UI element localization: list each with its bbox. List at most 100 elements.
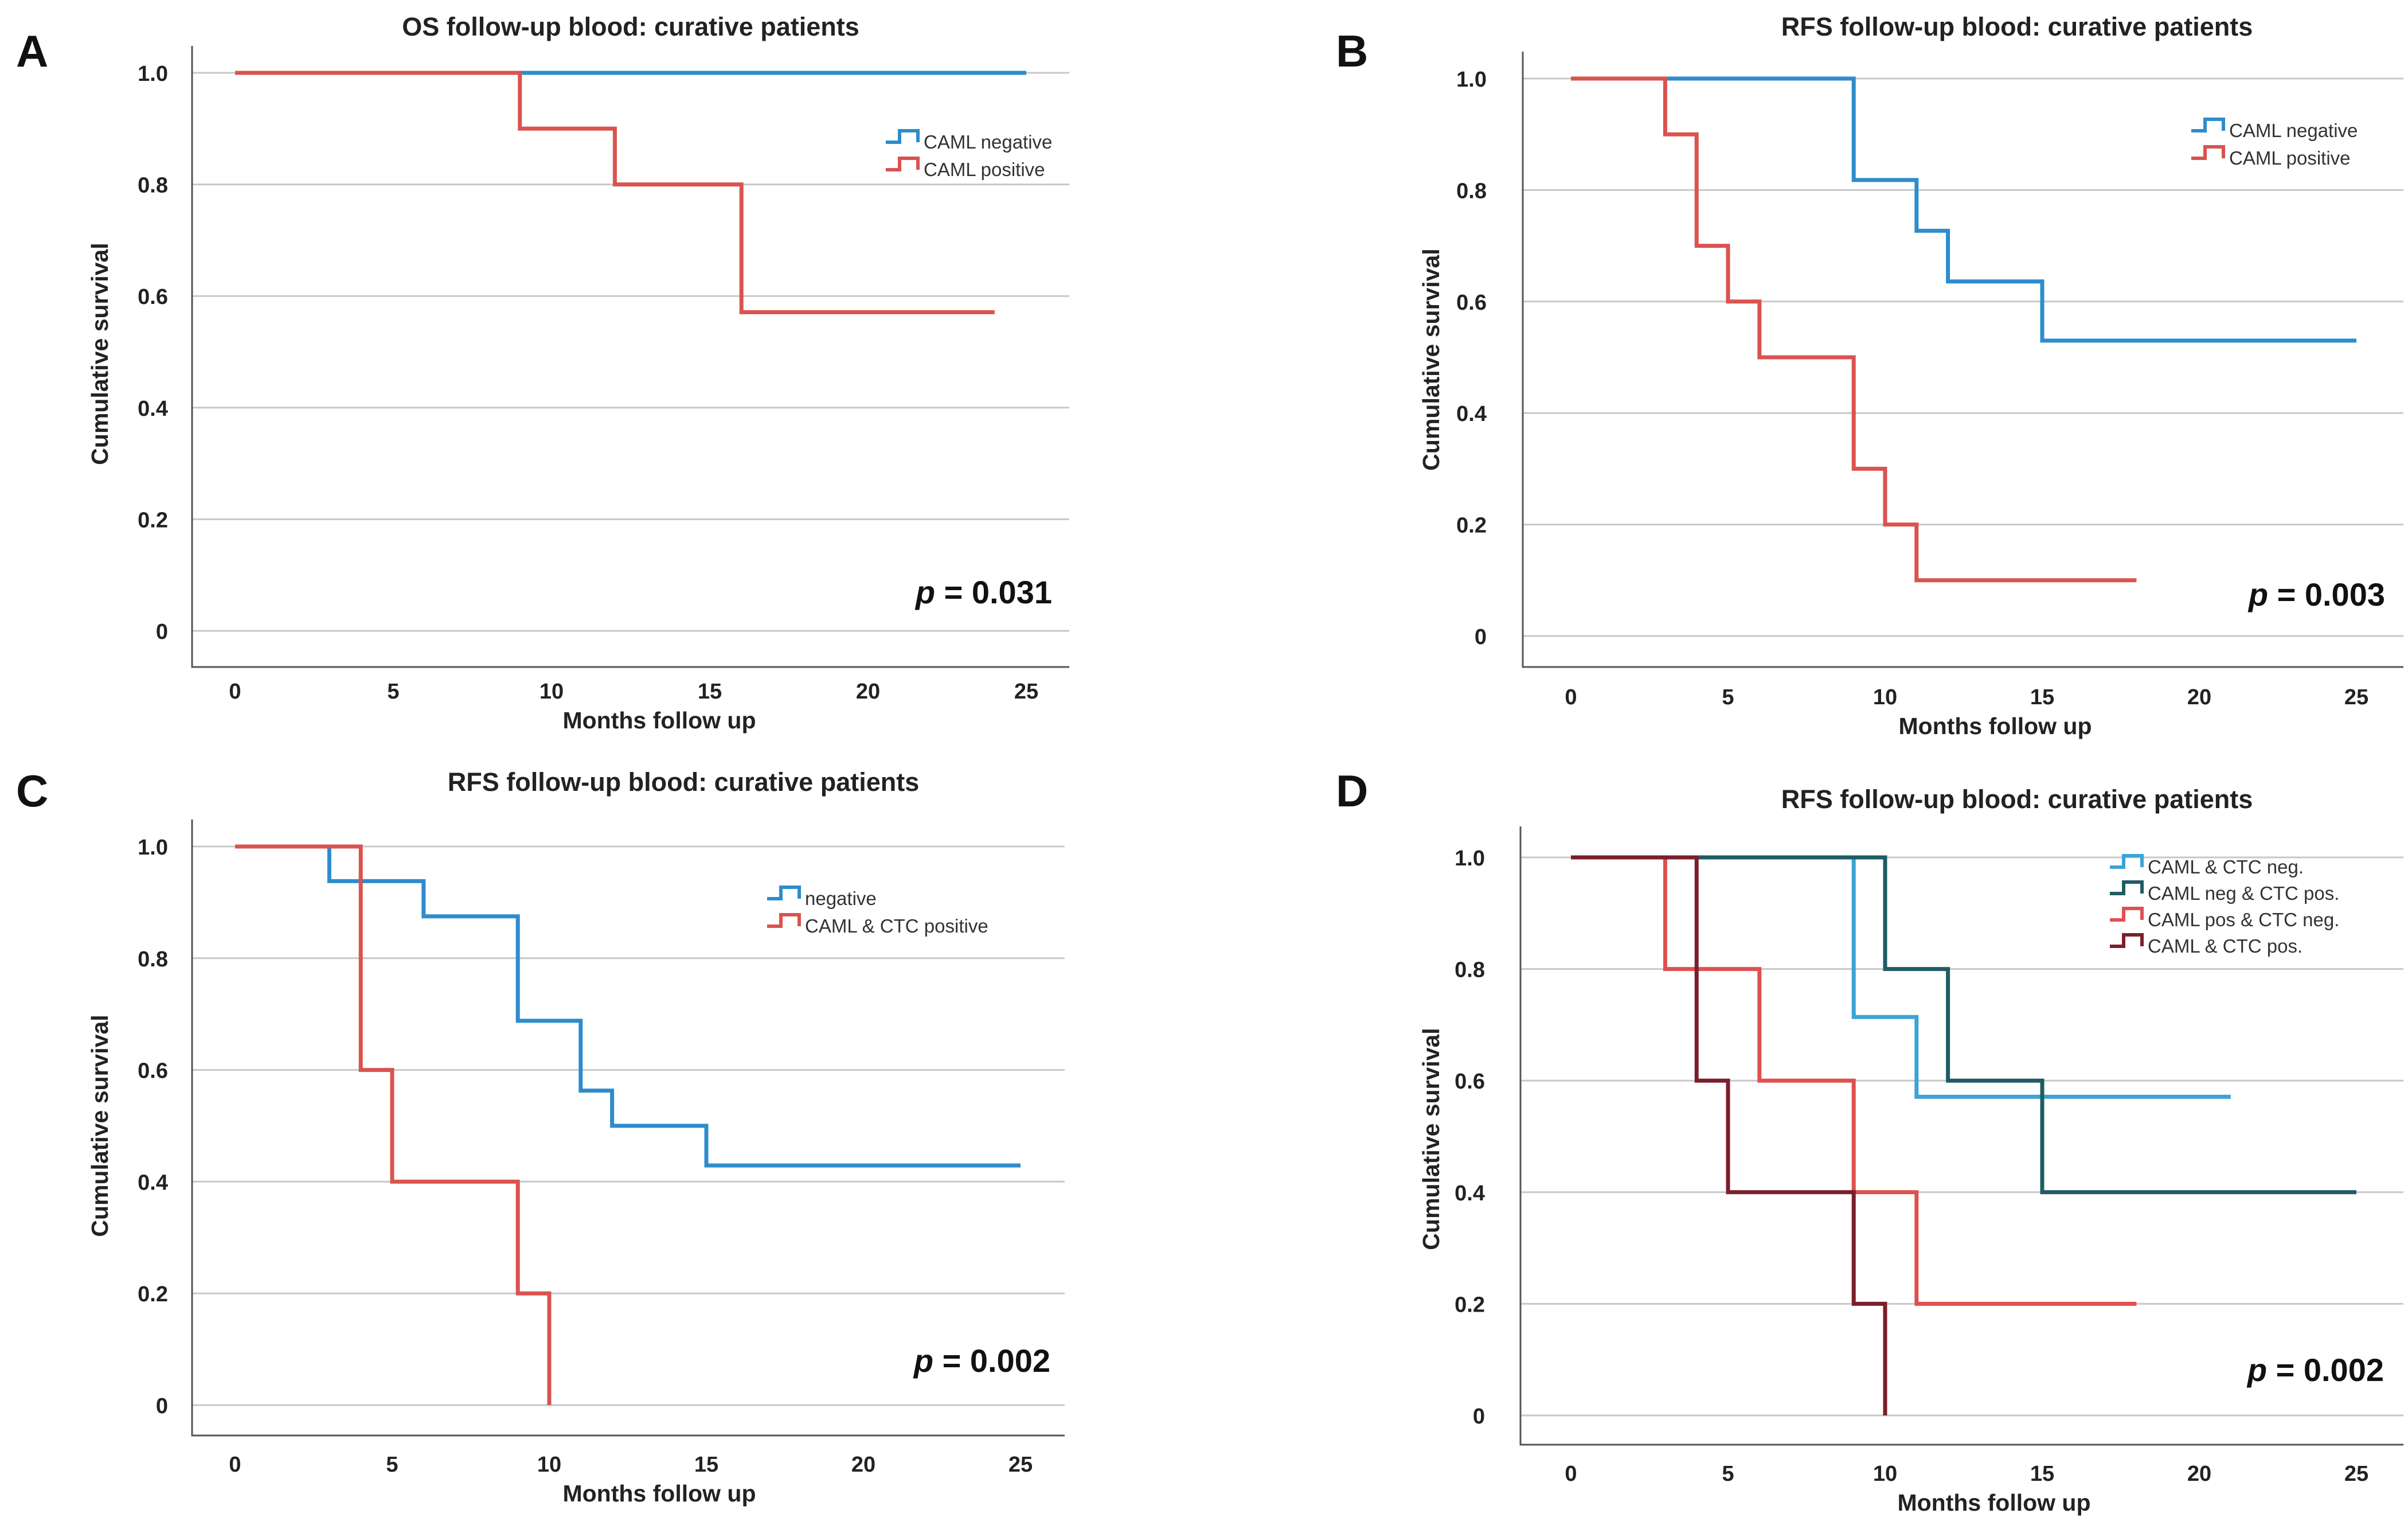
chart-title-c: RFS follow-up blood: curative patients — [448, 767, 920, 797]
panel-d: 0 0.2 0.4 0.6 0.8 1.0 0 5 10 15 20 25 CAML & CTC neg… — [1204, 766, 2408, 1532]
legend-swatch — [767, 913, 801, 928]
x-tick-label: 5 — [387, 680, 399, 704]
chart-title-b: RFS follow-up blood: curative patients — [1781, 12, 2253, 41]
legend-label: CAML & CTC neg. — [2148, 856, 2304, 877]
legend-swatch — [886, 157, 920, 171]
y-tick-label: 0.6 — [1456, 291, 1487, 315]
legend-label: negative — [805, 888, 877, 909]
x-tick-label: 25 — [1014, 680, 1038, 704]
legend-label: CAML & CTC positive — [805, 915, 988, 937]
x-tick-label: 25 — [2344, 1462, 2368, 1486]
survival-curve-1 — [235, 844, 1021, 1168]
x-tick-label: 20 — [2187, 685, 2211, 709]
panel-letter-a: A — [16, 26, 48, 76]
legend-swatch — [2110, 854, 2144, 869]
legend-swatch — [2110, 907, 2144, 922]
x-tick-label: 5 — [1722, 1462, 1734, 1486]
x-tick-label: 10 — [1873, 1462, 1897, 1486]
y-tick-label: 0.8 — [138, 174, 168, 198]
panel-letter-c: C — [16, 766, 48, 816]
legend-label: CAML negative — [2229, 120, 2358, 141]
axes — [1519, 826, 2403, 1446]
y-tick-label: 0.4 — [138, 397, 168, 421]
x-tick-label: 15 — [2030, 685, 2054, 709]
panel-letter-b: B — [1336, 26, 1368, 76]
x-tick-label: 25 — [1008, 1453, 1033, 1477]
x-tick-label: 15 — [694, 1453, 718, 1477]
x-axis-label-d: Months follow up — [1897, 1489, 2090, 1516]
p-value-d: p = 0.002 — [2246, 1352, 2384, 1388]
legend-swatch — [2191, 118, 2225, 132]
x-tick-label: 5 — [1722, 685, 1734, 709]
y-axis-label-d: Cumulative survival — [1418, 1028, 1444, 1250]
p-value-a: p = 0.031 — [914, 574, 1052, 610]
y-tick-label: 0.8 — [138, 947, 168, 972]
x-tick-label: 10 — [537, 1453, 561, 1477]
y-tick-label: 0.2 — [1455, 1293, 1485, 1317]
y-tick-label: 1.0 — [138, 62, 168, 86]
y-tick-label: 0.4 — [1455, 1181, 1485, 1206]
y-axis-label-c: Cumulative survival — [87, 1015, 113, 1236]
panel-b: 0 0.2 0.4 0.6 0.8 1.0 0 5 10 15 20 25 CAML negative C… — [1204, 0, 2408, 766]
y-tick-label: 0.4 — [1456, 402, 1487, 426]
x-axis-label-a: Months follow up — [562, 707, 756, 734]
x-tick-label: 0 — [229, 680, 241, 704]
panel-letter-d: D — [1336, 766, 1368, 816]
legend-label: CAML pos & CTC neg. — [2148, 909, 2339, 930]
y-tick-label: 0 — [1475, 625, 1487, 649]
x-axis-label-c: Months follow up — [562, 1480, 756, 1507]
x-tick-label: 10 — [540, 680, 564, 704]
y-tick-label: 0.6 — [1455, 1070, 1485, 1094]
x-tick-label: 25 — [2344, 685, 2368, 709]
survival-curve-1 — [1571, 76, 2356, 343]
legend-label: CAML negative — [924, 131, 1052, 153]
y-tick-label: 0 — [156, 620, 168, 644]
y-tick-label: 0.8 — [1455, 958, 1485, 982]
plot-area-a: 0 0.2 0.4 0.6 0.8 1.0 0 5 10 15 20 25 CAML negative C… — [138, 46, 1069, 704]
x-tick-label: 20 — [856, 680, 880, 704]
y-axis-label-a: Cumulative survival — [87, 243, 113, 465]
axes — [1522, 52, 2403, 668]
survival-curve-2 — [1571, 76, 2137, 583]
legend-swatch — [886, 129, 920, 144]
p-value-c: p = 0.002 — [913, 1343, 1050, 1379]
x-tick-label: 0 — [1565, 1462, 1577, 1486]
survival-curve-1 — [1571, 855, 2231, 1099]
x-tick-label: 20 — [851, 1453, 875, 1477]
plot-area-c: 0 0.2 0.4 0.6 0.8 1.0 0 5 10 15 20 25 negative CAML &… — [138, 820, 1065, 1477]
legend-swatch — [767, 886, 801, 900]
plot-area-b: 0 0.2 0.4 0.6 0.8 1.0 0 5 10 15 20 25 CAML negative C… — [1456, 52, 2403, 709]
legend-label: CAML positive — [2229, 147, 2351, 169]
y-tick-label: 0.4 — [138, 1171, 168, 1195]
km-chart-b: 0 0.2 0.4 0.6 0.8 1.0 0 5 10 15 20 25 CAML negative C… — [1336, 12, 2403, 739]
panel-c: 0 0.2 0.4 0.6 0.8 1.0 0 5 10 15 20 25 negative CAML &… — [0, 766, 1204, 1532]
survival-curve-2 — [235, 844, 552, 1405]
y-tick-label: 1.0 — [138, 836, 168, 860]
y-tick-label: 0.2 — [138, 1282, 168, 1306]
legend-label: CAML positive — [924, 159, 1045, 180]
y-axis-label-b: Cumulative survival — [1418, 248, 1444, 470]
y-tick-label: 0.6 — [138, 1059, 168, 1083]
x-tick-label: 20 — [2187, 1462, 2211, 1486]
legend-label: CAML neg & CTC pos. — [2148, 883, 2339, 904]
x-tick-label: 0 — [1565, 685, 1577, 709]
legend-swatch — [2191, 145, 2225, 160]
x-tick-label: 5 — [386, 1453, 398, 1477]
x-tick-label: 0 — [229, 1453, 241, 1477]
legend-label: CAML & CTC pos. — [2148, 935, 2303, 957]
y-tick-label: 0 — [156, 1394, 168, 1418]
y-tick-label: 0 — [1473, 1405, 1485, 1429]
x-tick-label: 15 — [2030, 1462, 2054, 1486]
panel-a: 0 0.2 0.4 0.6 0.8 1.0 0 5 10 15 20 25 CAML negative C… — [0, 0, 1204, 766]
survival-curve-2 — [1571, 855, 2356, 1195]
chart-title-d: RFS follow-up blood: curative patients — [1781, 785, 2253, 814]
legend-swatch — [2110, 933, 2144, 948]
y-tick-label: 0.2 — [1456, 514, 1487, 538]
y-tick-label: 0.8 — [1456, 179, 1487, 203]
survival-curve-4 — [1571, 855, 1887, 1415]
plot-area-d: 0 0.2 0.4 0.6 0.8 1.0 0 5 10 15 20 25 CAML & CTC neg… — [1455, 826, 2403, 1486]
x-tick-label: 10 — [1873, 685, 1897, 709]
km-chart-c: 0 0.2 0.4 0.6 0.8 1.0 0 5 10 15 20 25 negative CAML &… — [16, 766, 1065, 1507]
y-tick-label: 1.0 — [1456, 68, 1487, 92]
axes — [191, 820, 1065, 1437]
